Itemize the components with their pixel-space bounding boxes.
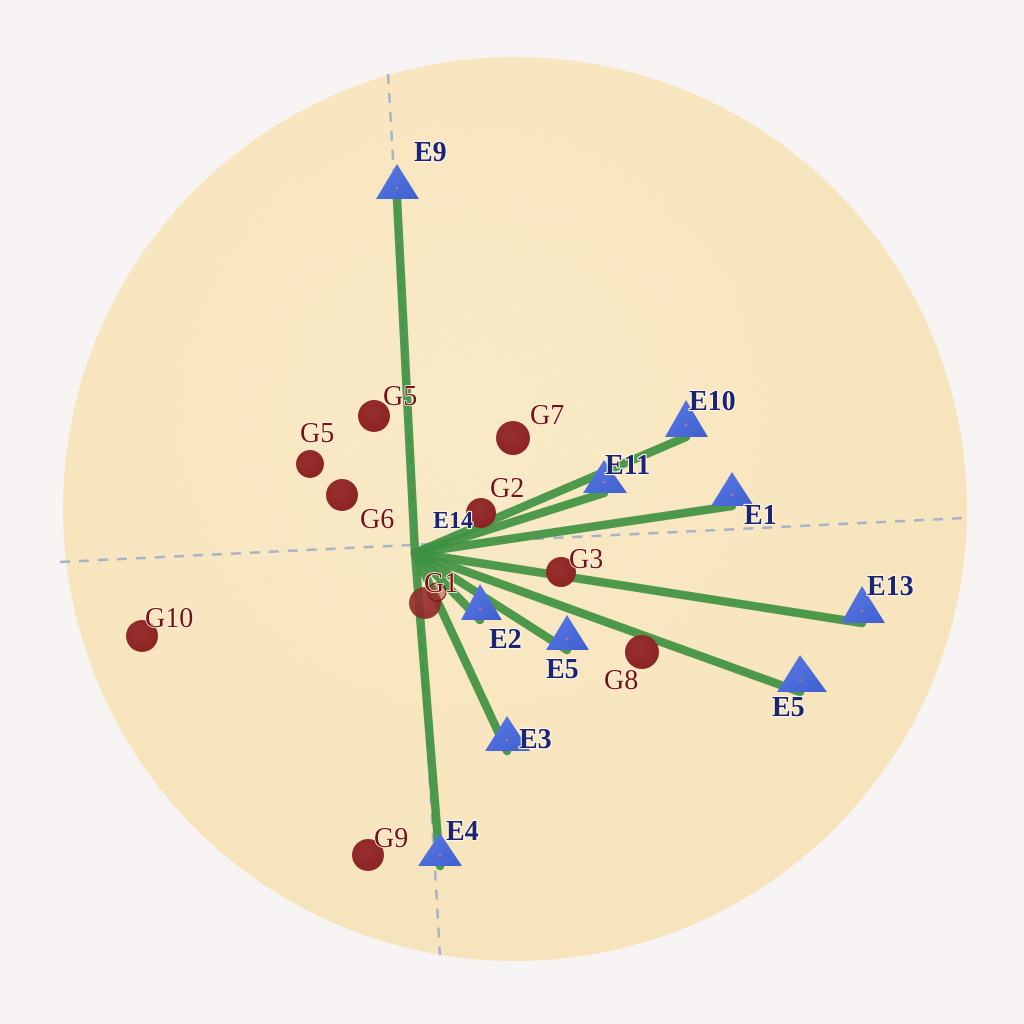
svg-text:E9: E9 (414, 137, 447, 168)
svg-text:G3: G3 (569, 544, 603, 575)
svg-text:E1: E1 (744, 500, 777, 531)
svg-text:G10: G10 (145, 603, 193, 634)
svg-text:E14: E14 (433, 508, 473, 534)
svg-text:E4: E4 (446, 816, 479, 847)
svg-text:E11: E11 (605, 450, 650, 481)
svg-text:E5: E5 (546, 654, 579, 685)
svg-text:G9: G9 (374, 823, 408, 854)
svg-text:E2: E2 (489, 624, 522, 655)
svg-text:E3: E3 (519, 724, 552, 755)
svg-text:E13: E13 (867, 571, 914, 602)
svg-text:G2: G2 (490, 473, 524, 504)
svg-text:G6: G6 (360, 504, 394, 535)
svg-text:E10: E10 (689, 386, 736, 417)
svg-text:G7: G7 (530, 400, 564, 431)
svg-text:G8: G8 (604, 665, 638, 696)
svg-text:G1: G1 (424, 568, 458, 599)
svg-text:E5: E5 (772, 692, 805, 723)
svg-text:G5: G5 (300, 418, 334, 449)
svg-text:G5: G5 (383, 381, 417, 412)
